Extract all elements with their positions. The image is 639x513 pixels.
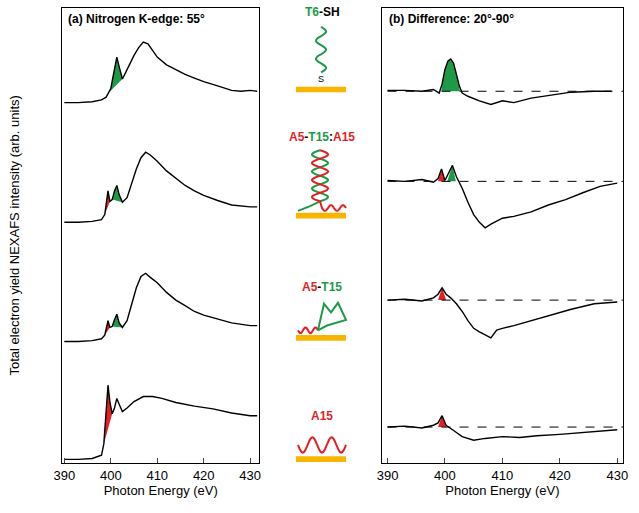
svg-text:A5-T15: A5-T15 — [302, 280, 342, 294]
svg-text:410: 410 — [492, 468, 514, 483]
svg-text:400: 400 — [100, 468, 122, 483]
svg-text:A15: A15 — [311, 409, 333, 423]
svg-text:Photon Energy (eV): Photon Energy (eV) — [445, 483, 559, 498]
svg-text:Total electron yield NEXAFS in: Total electron yield NEXAFS intensity (a… — [7, 95, 22, 375]
svg-text:420: 420 — [193, 468, 215, 483]
svg-text:Photon Energy (eV): Photon Energy (eV) — [104, 483, 218, 498]
svg-text:(a) Nitrogen K-edge: 55°: (a) Nitrogen K-edge: 55° — [68, 12, 205, 26]
svg-text:420: 420 — [549, 468, 571, 483]
svg-text:T6-SH: T6-SH — [305, 5, 340, 19]
svg-text:430: 430 — [239, 468, 261, 483]
svg-text:A5-T15:A15: A5-T15:A15 — [289, 130, 355, 144]
svg-text:S: S — [318, 74, 324, 84]
svg-text:400: 400 — [434, 468, 456, 483]
svg-text:(b) Difference: 20°-90°: (b) Difference: 20°-90° — [389, 12, 514, 26]
svg-text:390: 390 — [377, 468, 399, 483]
svg-text:410: 410 — [146, 468, 168, 483]
svg-text:390: 390 — [53, 468, 75, 483]
svg-text:430: 430 — [606, 468, 628, 483]
